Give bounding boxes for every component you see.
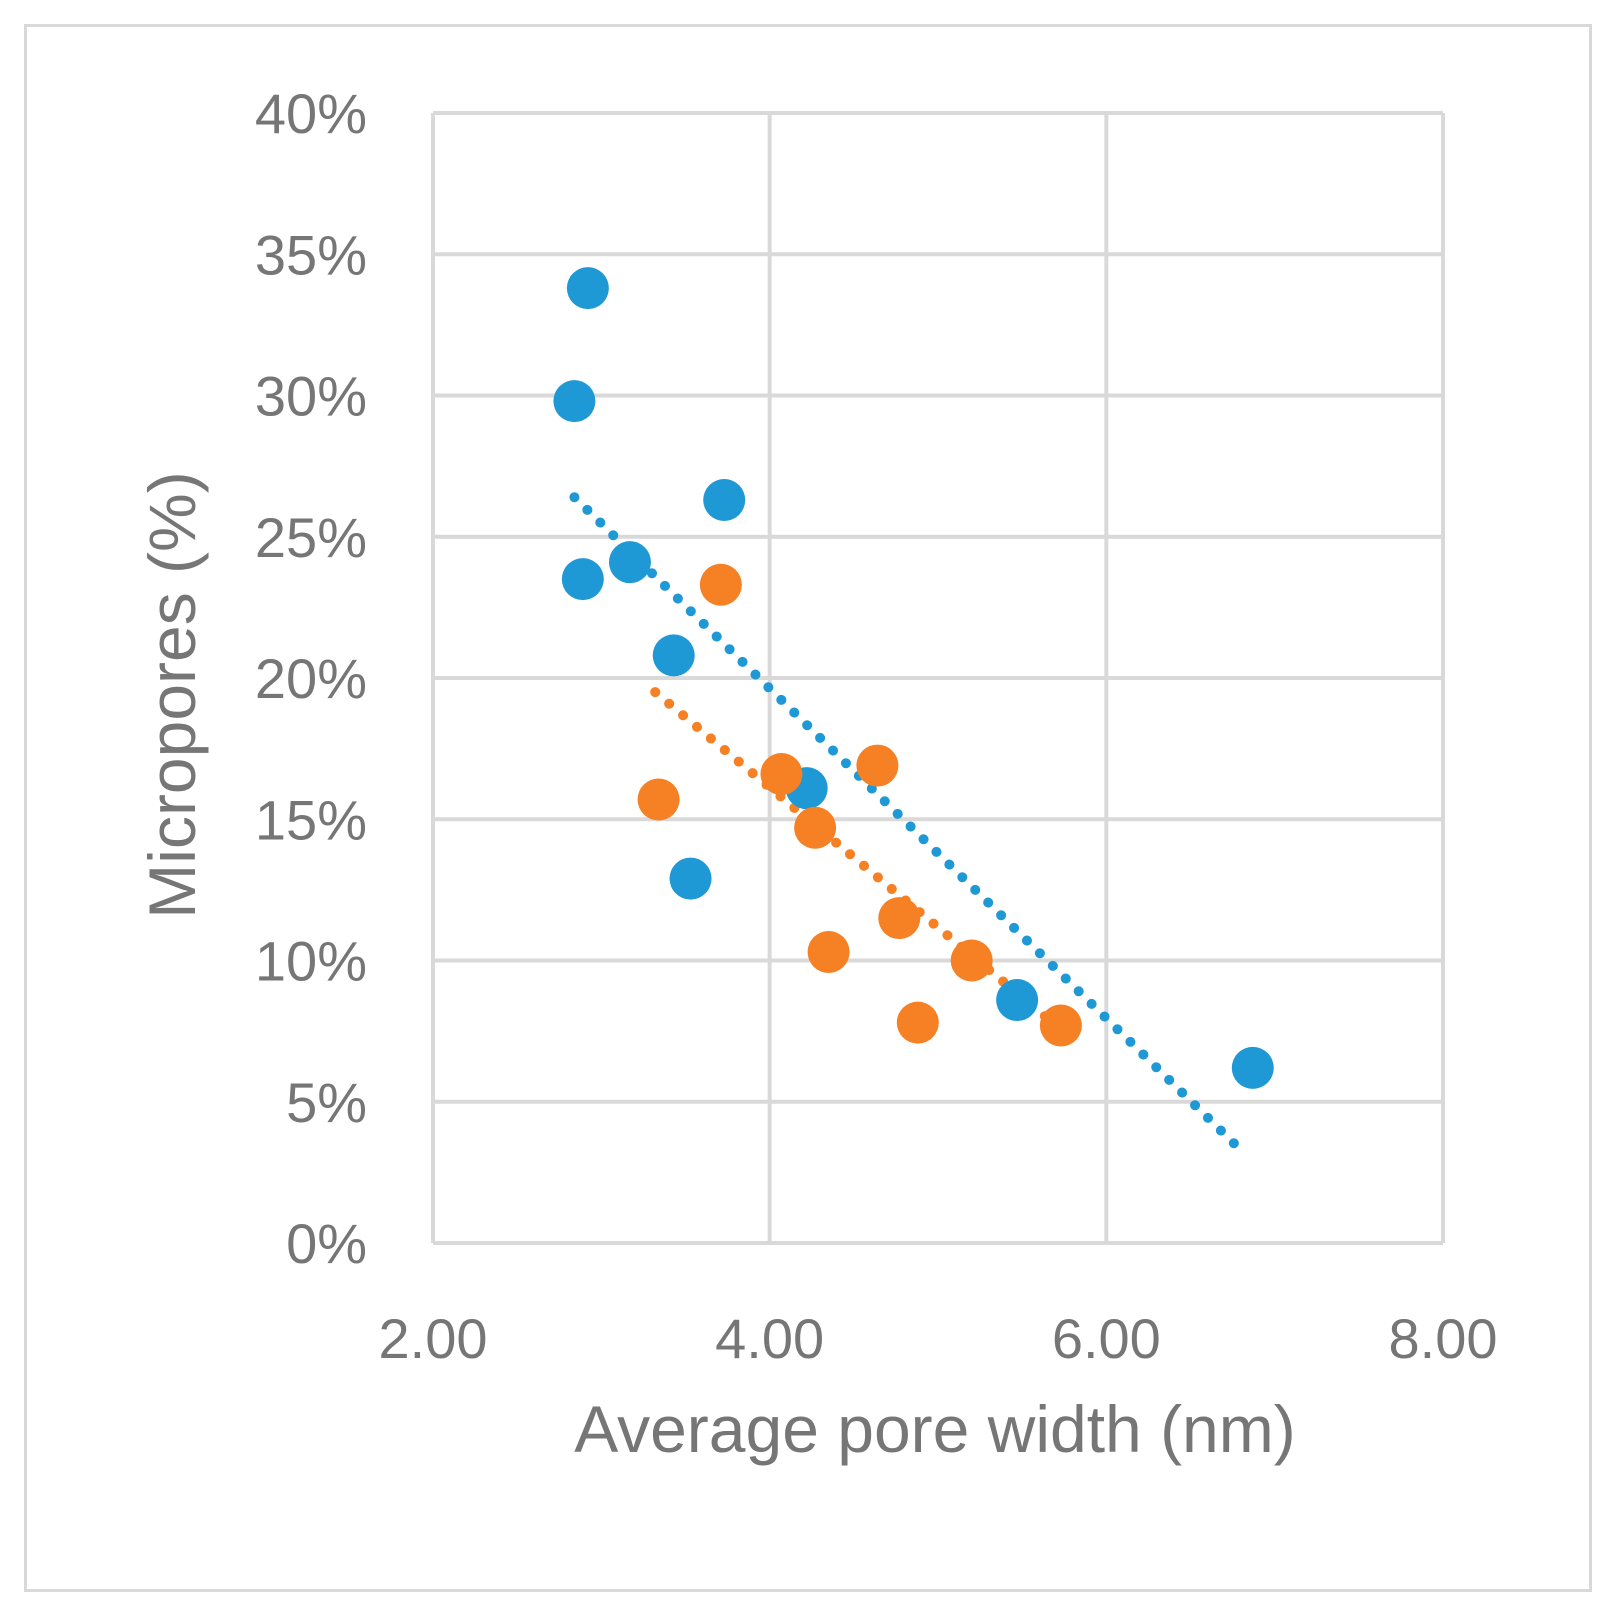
x-axis-ticks: 2.00 4.00 6.00 8.00: [379, 1307, 1498, 1370]
data-point-series-2: [807, 931, 850, 974]
y-tick-label: 20%: [255, 647, 367, 710]
x-tick-label: 6.00: [1052, 1307, 1161, 1370]
data-point-series-1: [703, 479, 746, 522]
y-tick-label: 35%: [255, 223, 367, 286]
x-tick-label: 8.00: [1389, 1307, 1498, 1370]
data-point-series-1: [608, 541, 651, 584]
data-point-series-1: [566, 267, 609, 310]
data-point-series-2: [896, 1001, 939, 1044]
y-axis-title: Micropores (%): [135, 471, 209, 918]
gridlines: [431, 111, 1445, 1245]
y-axis-ticks: 0% 5% 10% 15% 20% 25% 30% 35% 40%: [255, 82, 367, 1275]
data-point-series-2: [856, 744, 899, 787]
data-point-series-2: [794, 806, 837, 849]
y-tick-label: 0%: [286, 1212, 367, 1275]
data-point-series-2: [637, 778, 680, 821]
data-point-series-1: [561, 558, 604, 601]
data-point-series-1: [553, 380, 596, 423]
x-tick-label: 2.00: [379, 1307, 488, 1370]
trendline-series-2: [650, 687, 1055, 1025]
data-point-series-1: [996, 979, 1039, 1022]
y-tick-label: 10%: [255, 930, 367, 993]
y-tick-label: 5%: [286, 1071, 367, 1134]
x-axis-title: Average pore width (nm): [574, 1392, 1295, 1466]
data-point-series-2: [699, 563, 742, 606]
y-tick-label: 25%: [255, 506, 367, 569]
trendlines: [569, 492, 1243, 1152]
y-tick-label: 15%: [255, 788, 367, 851]
data-point-series-2: [1039, 1004, 1082, 1047]
data-points: [553, 267, 1274, 1089]
data-point-series-2: [760, 753, 803, 796]
data-point-series-2: [950, 939, 993, 982]
data-point-series-1: [1231, 1046, 1274, 1089]
data-point-series-1: [669, 857, 712, 900]
y-tick-label: 40%: [255, 82, 367, 145]
x-tick-label: 4.00: [715, 1307, 824, 1370]
trendline-series-1: [569, 492, 1243, 1152]
data-point-series-1: [652, 634, 695, 677]
y-tick-label: 30%: [255, 365, 367, 428]
data-point-series-2: [878, 897, 921, 940]
